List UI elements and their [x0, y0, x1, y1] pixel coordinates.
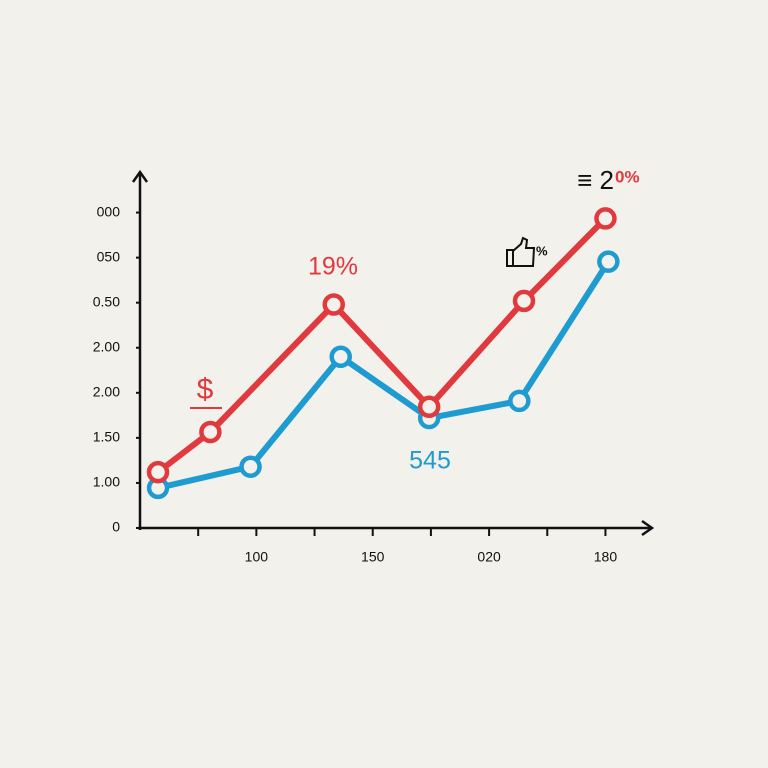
- point-marker: [508, 389, 531, 413]
- series-line: [157, 260, 611, 491]
- annotation: ≡ 2: [577, 165, 614, 195]
- point-marker: [417, 395, 441, 419]
- x-tick-label: 150: [361, 549, 385, 565]
- point-marker: [146, 460, 170, 484]
- y-tick-label: 2.00: [93, 338, 120, 354]
- x-tick-label: 100: [245, 549, 269, 565]
- point-marker: [239, 455, 262, 478]
- point-marker: [594, 207, 617, 230]
- y-tick-label: 1.00: [93, 474, 120, 490]
- annotation: 545: [409, 447, 451, 475]
- point-marker: [199, 420, 222, 444]
- point-marker: [597, 250, 620, 273]
- point-marker: [322, 293, 345, 316]
- y-tick-label: 000: [97, 203, 121, 219]
- y-axis-arrow: [131, 169, 149, 183]
- y-tick-label: 2.00: [93, 384, 120, 400]
- point-marker: [512, 289, 536, 313]
- y-tick-label: 1.50: [93, 429, 120, 445]
- thumbs-up-icon: [506, 236, 536, 267]
- x-tick-label: 020: [477, 549, 501, 565]
- x-tick-label: 180: [594, 549, 618, 565]
- y-tick-label: 0: [112, 519, 120, 535]
- y-tick-label: 0.50: [93, 293, 120, 309]
- annotation: %: [536, 243, 548, 258]
- x-axis-arrow: [641, 519, 655, 537]
- y-tick-label: 050: [97, 248, 121, 264]
- annotation: 19%: [308, 253, 358, 281]
- annotation: 0%: [615, 167, 640, 186]
- annotation: $: [197, 373, 214, 406]
- point-marker: [329, 345, 352, 369]
